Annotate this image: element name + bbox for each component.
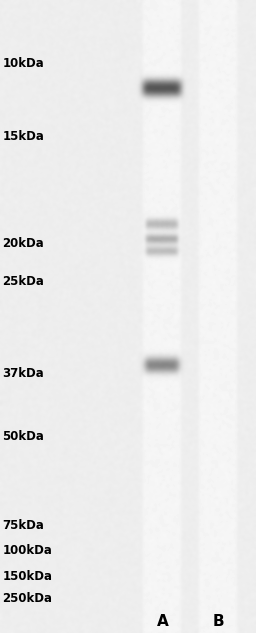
Text: 75kDa: 75kDa [3,519,45,532]
Text: 250kDa: 250kDa [3,592,52,605]
Text: 37kDa: 37kDa [3,367,44,380]
Text: 10kDa: 10kDa [3,57,44,70]
Text: B: B [213,614,225,629]
Text: A: A [157,614,168,629]
Text: 15kDa: 15kDa [3,130,45,142]
Text: 20kDa: 20kDa [3,237,44,250]
Text: 100kDa: 100kDa [3,544,52,557]
Text: 50kDa: 50kDa [3,430,45,443]
Text: 150kDa: 150kDa [3,570,52,582]
Text: 25kDa: 25kDa [3,275,45,288]
